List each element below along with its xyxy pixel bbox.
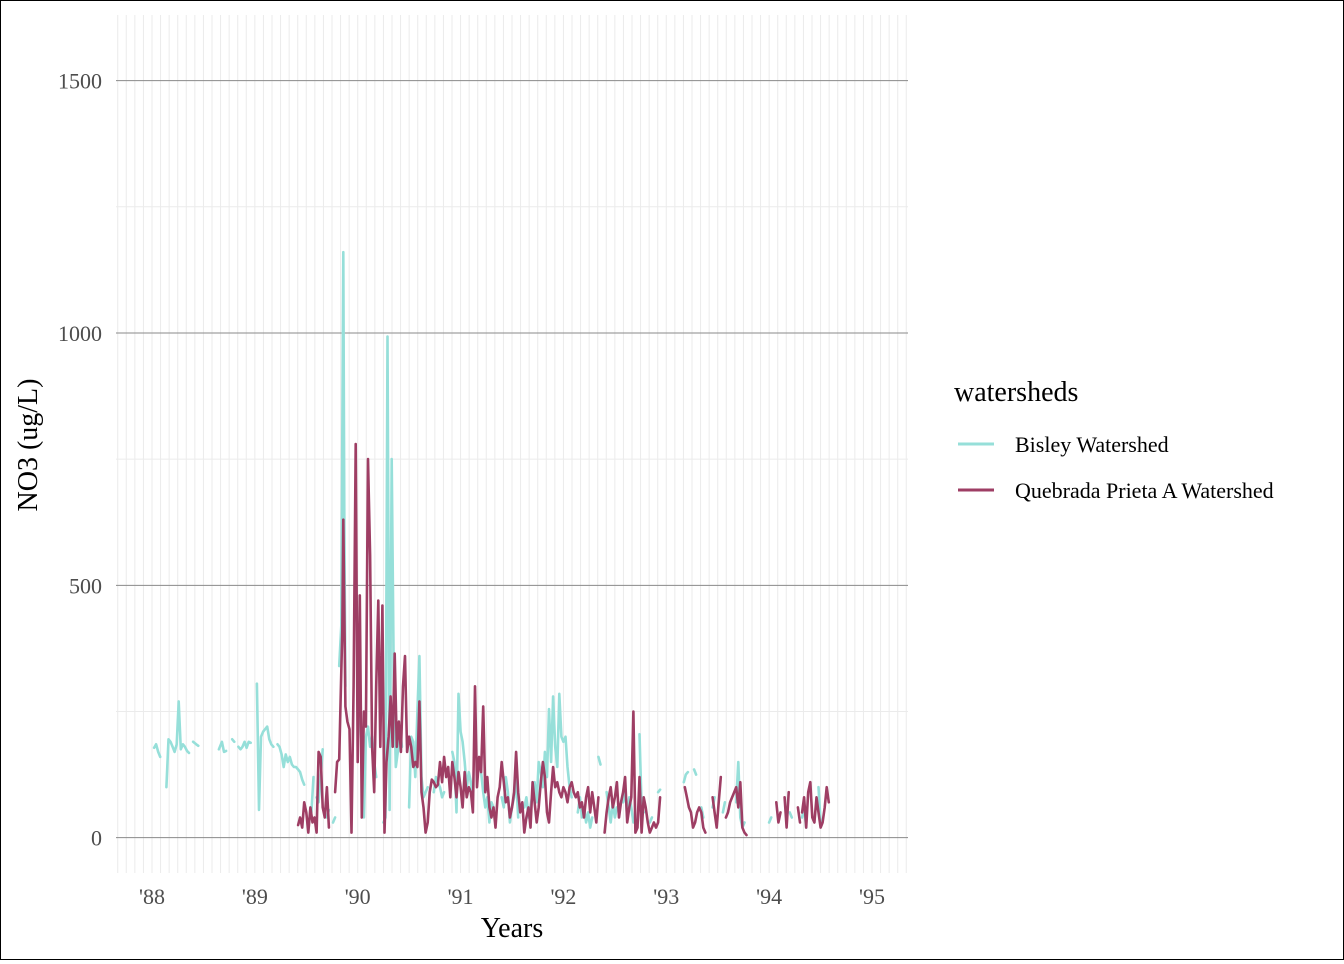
y-tick-label: 500 — [69, 573, 102, 598]
series-line-segment — [237, 740, 252, 751]
series-line-segment — [382, 335, 404, 824]
series-line-segment — [603, 710, 662, 834]
minor-gridlines — [116, 15, 908, 873]
series-line-segment — [165, 700, 191, 789]
legend-title: watersheds — [954, 377, 1078, 408]
x-tick-label: '90 — [345, 884, 371, 909]
legend-label-quebrada: Quebrada Prieta A Watershed — [1015, 478, 1274, 503]
series-line-segment — [296, 750, 331, 834]
series-0 — [152, 250, 822, 829]
series-layer — [152, 250, 831, 837]
series-line-segment — [276, 743, 306, 786]
legend-label-bisley: Bisley Watershed — [1015, 432, 1169, 457]
series-line-segment — [191, 740, 200, 748]
x-tick-label: '92 — [550, 884, 576, 909]
series-line-segment — [767, 816, 773, 824]
series-line-segment — [479, 770, 495, 824]
y-tick-label: 0 — [91, 826, 102, 851]
series-line-segment — [796, 806, 802, 824]
series-line-segment — [255, 682, 275, 812]
x-tick-label: '94 — [756, 884, 782, 909]
series-line-segment — [692, 768, 698, 776]
series-line-segment — [333, 442, 600, 834]
series-line-segment — [800, 780, 831, 829]
series-line-segment — [217, 740, 228, 754]
series-line-segment — [683, 785, 707, 834]
series-line-segment — [721, 801, 727, 814]
series-line-segment — [775, 801, 782, 824]
y-axis-ticks: 0 500 1000 1500 — [58, 69, 102, 851]
y-axis-title: NO3 (ug/L) — [13, 379, 44, 512]
series-line-segment — [331, 816, 337, 824]
series-line-segment — [230, 738, 236, 744]
x-axis-title: Years — [481, 913, 544, 944]
legend: watersheds Bisley Watershed Quebrada Pri… — [954, 377, 1274, 503]
series-line-segment — [597, 755, 602, 766]
series-1 — [296, 442, 831, 837]
x-tick-label: '95 — [859, 884, 885, 909]
x-tick-label: '91 — [448, 884, 474, 909]
y-tick-label: 1000 — [58, 321, 102, 346]
series-line-segment — [682, 770, 690, 784]
y-tick-label: 1500 — [58, 69, 102, 94]
series-line-segment — [656, 788, 662, 794]
series-line-segment — [310, 775, 315, 814]
series-line-segment — [783, 790, 790, 829]
series-line-segment — [724, 780, 748, 837]
x-axis-ticks: '88 '89 '90 '91 '92 '93 '94 '95 — [139, 884, 885, 909]
major-gridlines — [116, 80, 908, 839]
x-tick-label: '89 — [242, 884, 268, 909]
series-line-segment — [152, 743, 162, 759]
x-tick-label: '88 — [139, 884, 165, 909]
series-line-segment — [711, 775, 723, 829]
series-line-segment — [648, 816, 654, 824]
series-line-segment — [788, 811, 794, 819]
x-tick-label: '93 — [653, 884, 679, 909]
series-line-segment — [407, 654, 429, 809]
